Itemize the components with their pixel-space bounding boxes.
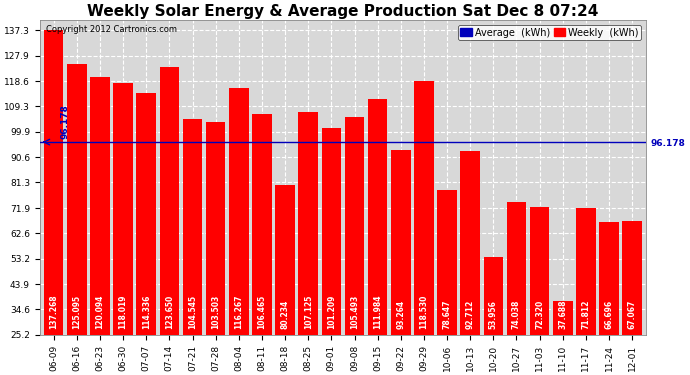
Text: 125.095: 125.095: [72, 295, 81, 329]
Bar: [252, 114, 272, 335]
Bar: [322, 128, 341, 335]
Bar: [622, 221, 642, 335]
Title: Weekly Solar Energy & Average Production Sat Dec 8 07:24: Weekly Solar Energy & Average Production…: [87, 4, 599, 19]
Text: 116.267: 116.267: [235, 295, 244, 329]
Bar: [183, 119, 202, 335]
Text: 118.530: 118.530: [420, 295, 428, 329]
Bar: [43, 30, 63, 335]
Text: 72.320: 72.320: [535, 300, 544, 329]
Legend: Average  (kWh), Weekly  (kWh): Average (kWh), Weekly (kWh): [457, 25, 641, 40]
Text: 111.984: 111.984: [373, 295, 382, 329]
Text: 103.503: 103.503: [211, 295, 220, 329]
Bar: [599, 222, 619, 335]
Bar: [414, 81, 434, 335]
Text: 93.264: 93.264: [396, 300, 405, 329]
Bar: [506, 202, 526, 335]
Bar: [460, 152, 480, 335]
Text: 92.712: 92.712: [466, 300, 475, 329]
Text: 104.545: 104.545: [188, 295, 197, 329]
Text: 137.268: 137.268: [49, 295, 58, 329]
Bar: [137, 93, 156, 335]
Text: Copyright 2012 Cartronics.com: Copyright 2012 Cartronics.com: [46, 25, 177, 34]
Bar: [206, 122, 226, 335]
Text: 114.336: 114.336: [141, 295, 150, 329]
Text: 74.038: 74.038: [512, 300, 521, 329]
Bar: [345, 117, 364, 335]
Text: 123.650: 123.650: [165, 295, 174, 329]
Text: 66.696: 66.696: [604, 300, 613, 329]
Text: 71.812: 71.812: [582, 300, 591, 329]
Text: 106.465: 106.465: [257, 295, 266, 329]
Text: 120.094: 120.094: [95, 295, 104, 329]
Text: 105.493: 105.493: [350, 295, 359, 329]
Bar: [368, 99, 388, 335]
Text: 53.956: 53.956: [489, 300, 498, 329]
Bar: [113, 83, 133, 335]
Bar: [159, 68, 179, 335]
Bar: [484, 257, 503, 335]
Bar: [530, 207, 549, 335]
Bar: [298, 112, 318, 335]
Text: 118.019: 118.019: [119, 295, 128, 329]
Bar: [67, 63, 87, 335]
Bar: [437, 190, 457, 335]
Bar: [90, 77, 110, 335]
Text: 101.209: 101.209: [327, 295, 336, 329]
Text: 107.125: 107.125: [304, 295, 313, 329]
Bar: [576, 208, 595, 335]
Text: 78.647: 78.647: [442, 300, 451, 329]
Text: 67.067: 67.067: [628, 300, 637, 329]
Text: 96.178: 96.178: [61, 105, 70, 140]
Text: 37.688: 37.688: [558, 300, 567, 329]
Bar: [553, 301, 573, 335]
Text: 80.234: 80.234: [281, 300, 290, 329]
Bar: [229, 87, 248, 335]
Bar: [275, 185, 295, 335]
Bar: [391, 150, 411, 335]
